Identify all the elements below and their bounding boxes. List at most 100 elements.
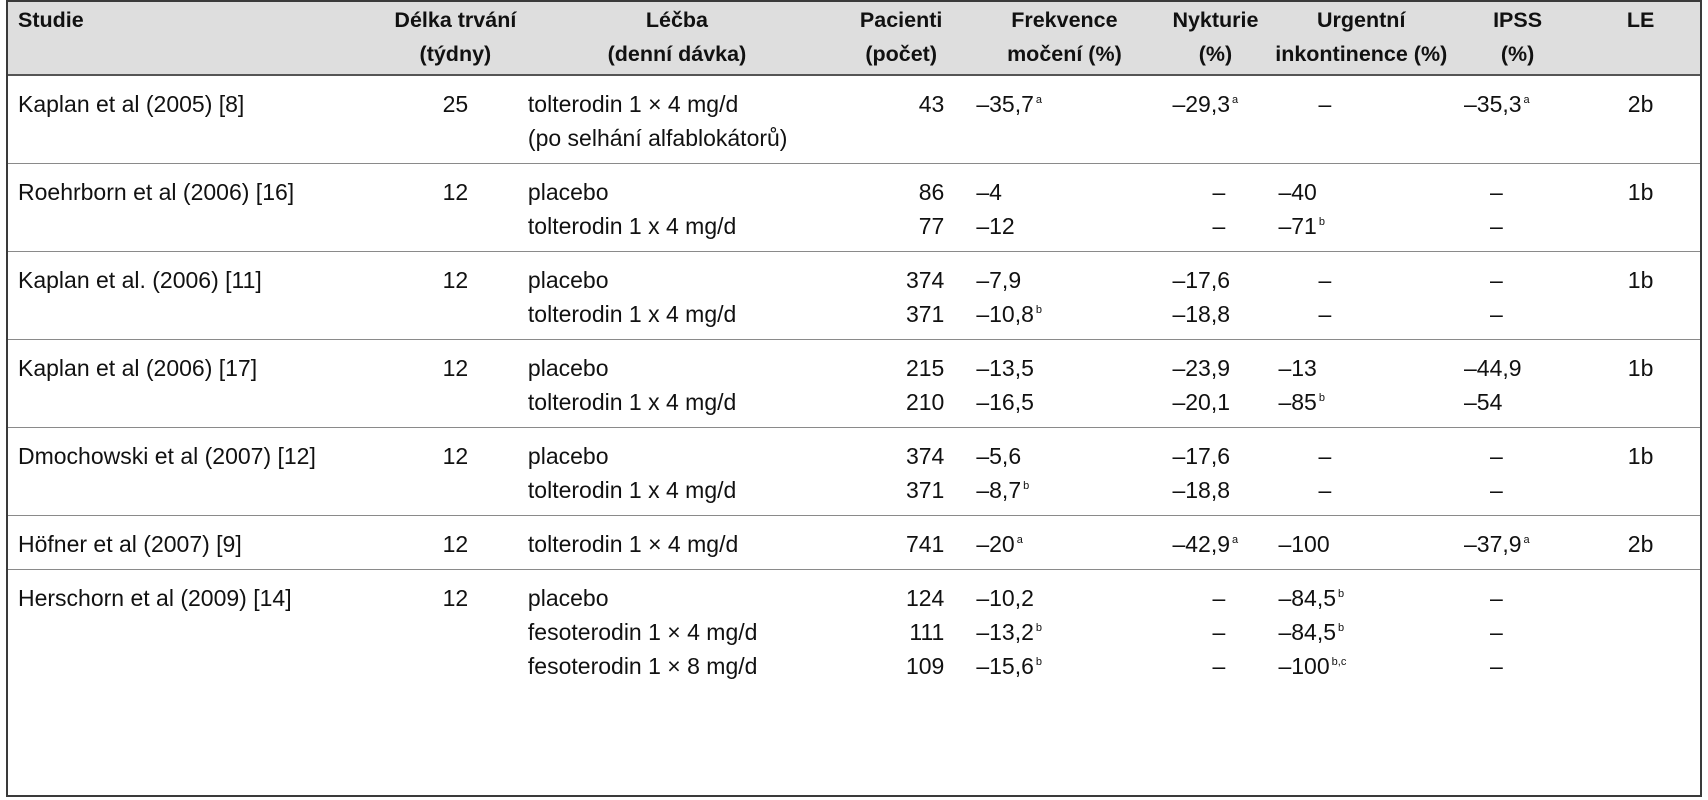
spacer bbox=[1464, 121, 1581, 155]
urge-incontinence-line-value: –100 bbox=[1278, 653, 1330, 679]
le-cell: 1b bbox=[1581, 163, 1700, 252]
nocturia-cell: –17,6 –18,8 bbox=[1162, 251, 1269, 340]
le-value-text: 1b bbox=[1627, 179, 1654, 205]
treatment-line-text: tolterodin 1 x 4 mg/d bbox=[527, 213, 737, 239]
treatment-line-text: placebo bbox=[527, 267, 609, 293]
urge-incontinence-line-footnote-marker: b bbox=[1338, 622, 1345, 635]
nocturia-line: – bbox=[1172, 209, 1268, 243]
urge-incontinence-cell: –40 –71 b bbox=[1268, 163, 1454, 252]
study-name: Kaplan et al (2006) [17] bbox=[18, 351, 393, 385]
frequency-cell: –7,9 –10,8 b bbox=[966, 251, 1163, 340]
header-line: (týdny) bbox=[419, 42, 492, 66]
results-table-frame: Studie Délka trvání (týdny) Léčba (denní dáv… bbox=[6, 0, 1702, 797]
header-line: Délka trvání bbox=[394, 8, 517, 32]
spacer bbox=[976, 121, 1162, 155]
ipss-line-value: – bbox=[1489, 267, 1503, 293]
nocturia-line-value: –17,6 bbox=[1172, 267, 1231, 293]
duration-value: 12 bbox=[393, 263, 518, 297]
treatment-cell: placebo tolterodin 1 x 4 mg/d bbox=[517, 427, 836, 516]
patients-value-text: 109 bbox=[905, 653, 945, 679]
le-value: 2b bbox=[1581, 87, 1700, 121]
treatment-line-text: tolterodin 1 x 4 mg/d bbox=[527, 389, 737, 415]
treatment-line-text: placebo bbox=[527, 179, 609, 205]
table-row: Kaplan et al (2005) [8] 25 tolterodin 1 × … bbox=[8, 75, 1700, 164]
study-cell: Dmochowski et al (2007) [12] bbox=[8, 427, 393, 516]
ipss-cell: – – bbox=[1453, 427, 1582, 516]
nocturia-line-footnote-marker: a bbox=[1232, 534, 1239, 547]
duration-value: 25 bbox=[393, 87, 518, 121]
treatment-line-text: placebo bbox=[527, 585, 609, 611]
ipss-line: – bbox=[1464, 263, 1581, 297]
nocturia-line: –17,6 bbox=[1172, 263, 1268, 297]
nocturia-line: – bbox=[1172, 581, 1268, 615]
study-cell: Kaplan et al (2005) [8] bbox=[8, 75, 393, 164]
treatment-line: placebo bbox=[528, 263, 836, 297]
spacer bbox=[836, 121, 944, 155]
study-name-text: Höfner et al (2007) [9] bbox=[18, 531, 242, 557]
table-row: Kaplan et al. (2006) [11] 12 placebo tolter… bbox=[8, 251, 1700, 340]
ipss-line: – bbox=[1464, 473, 1581, 507]
le-value-text: 2b bbox=[1627, 531, 1654, 557]
ipss-line-value: –54 bbox=[1463, 389, 1503, 415]
urge-incontinence-line-footnote-marker: b bbox=[1338, 588, 1345, 601]
urge-incontinence-line-footnote-marker: b,c bbox=[1331, 656, 1347, 669]
duration-cell: 12 bbox=[392, 339, 518, 428]
frequency-line: –10,2 bbox=[976, 581, 1162, 615]
duration-cell: 12 bbox=[392, 163, 518, 252]
header-line: Studie bbox=[18, 8, 84, 32]
urge-incontinence-line-footnote-marker: b bbox=[1318, 392, 1325, 405]
nocturia-line-value: –18,8 bbox=[1172, 477, 1231, 503]
ipss-line: –35,3 a bbox=[1464, 87, 1581, 121]
patients-value-text: 77 bbox=[918, 213, 945, 239]
ipss-line: – bbox=[1464, 297, 1581, 331]
frequency-line-value: –16,5 bbox=[976, 389, 1034, 415]
treatment-cell: placebo tolterodin 1 x 4 mg/d bbox=[517, 339, 836, 428]
le-cell: 1b bbox=[1581, 339, 1700, 428]
treatment-line: placebo bbox=[528, 351, 836, 385]
ipss-line: – bbox=[1464, 581, 1581, 615]
nocturia-line-value: –42,9 bbox=[1172, 531, 1231, 557]
frequency-line-value: –20 bbox=[976, 531, 1015, 557]
le-value: 1b bbox=[1581, 439, 1700, 473]
treatment-line-text: placebo bbox=[527, 443, 609, 469]
ipss-line-footnote-marker: a bbox=[1523, 94, 1530, 107]
header-line: Léčba bbox=[645, 8, 708, 32]
urge-incontinence-line-value: –13 bbox=[1278, 355, 1317, 381]
header-line: (%) bbox=[1500, 42, 1535, 66]
frequency-line-footnote-marker: a bbox=[1035, 94, 1043, 107]
study-name-text: Kaplan et al (2005) [8] bbox=[18, 91, 245, 117]
study-name: Dmochowski et al (2007) [12] bbox=[18, 439, 393, 473]
frequency-cell: –5,6 –8,7 b bbox=[966, 427, 1163, 516]
frequency-line-footnote-marker: b bbox=[1035, 304, 1043, 317]
study-name: Kaplan et al. (2006) [11] bbox=[18, 263, 393, 297]
treatment-line-text: (po selhání alfablokátorů) bbox=[527, 125, 788, 151]
patients-value: 124 bbox=[836, 581, 944, 615]
patients-cell: 43 bbox=[835, 75, 967, 164]
frequency-line-footnote-marker: b bbox=[1035, 656, 1043, 669]
ipss-line-value: – bbox=[1489, 653, 1503, 679]
table-header-row: Studie Délka trvání (týdny) Léčba (denní dáv… bbox=[8, 2, 1700, 76]
ipss-line-value: – bbox=[1489, 443, 1503, 469]
patients-value-text: 43 bbox=[918, 91, 945, 117]
frequency-line: –15,6 b bbox=[976, 649, 1162, 683]
frequency-line: –8,7 b bbox=[976, 473, 1162, 507]
table-row: Höfner et al (2007) [9] 12 tolterodin 1 × … bbox=[8, 515, 1700, 570]
urge-incontinence-line: –85 b bbox=[1278, 385, 1454, 419]
study-name: Herschorn et al (2009) [14] bbox=[18, 581, 393, 615]
urge-incontinence-line-value: –85 bbox=[1278, 389, 1317, 415]
duration-value-text: 12 bbox=[442, 585, 469, 611]
patients-value: 741 bbox=[836, 527, 944, 561]
urge-incontinence-cell: –100 bbox=[1268, 515, 1454, 570]
nocturia-line-value: –20,1 bbox=[1172, 389, 1231, 415]
duration-cell: 12 bbox=[392, 427, 518, 516]
header-line: (počet) bbox=[865, 42, 937, 66]
nocturia-line-value: – bbox=[1212, 585, 1226, 611]
ipss-line: – bbox=[1464, 649, 1581, 683]
urge-incontinence-line-value: – bbox=[1318, 443, 1332, 469]
ipss-line: – bbox=[1464, 175, 1581, 209]
header-line: Frekvence bbox=[1011, 8, 1118, 32]
urge-incontinence-cell: – – bbox=[1268, 427, 1454, 516]
frequency-line-value: –35,7 bbox=[976, 91, 1034, 117]
frequency-line-footnote-marker: b bbox=[1035, 622, 1043, 635]
urge-incontinence-line: –84,5 b bbox=[1278, 615, 1454, 649]
